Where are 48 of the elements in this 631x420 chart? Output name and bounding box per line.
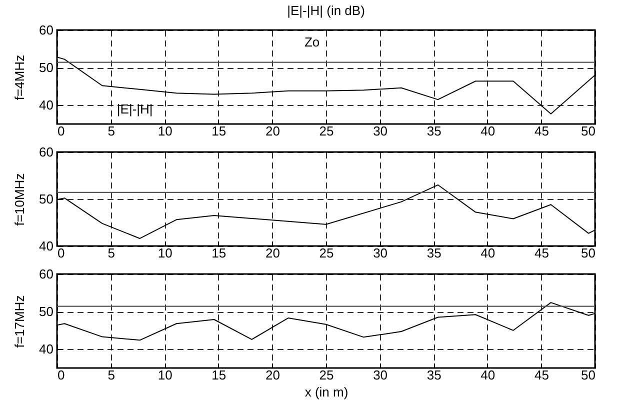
chart-title: |E|-|H| (in dB) (287, 3, 365, 18)
x-tick-label: 30 (373, 124, 388, 138)
x-tick-label: 25 (319, 124, 334, 138)
x-tick-label: 0 (58, 368, 65, 382)
y-axis-title: f=17MHz (12, 295, 28, 348)
y-axis-title: f=10MHz (12, 173, 28, 226)
x-tick-label: 40 (480, 246, 496, 260)
y-tick-label: 40 (39, 342, 54, 357)
x-tick-label: 10 (158, 124, 172, 138)
x-tick-label: 10 (158, 246, 172, 260)
x-tick-label: 45 (534, 246, 549, 260)
x-tick-label: 5 (108, 124, 115, 138)
x-tick-label: 30 (373, 246, 388, 260)
x-tick-label: 20 (265, 368, 280, 382)
x-tick-label: 50 (581, 246, 596, 260)
y-tick-label: 40 (39, 98, 54, 113)
x-tick-label: 50 (581, 368, 596, 382)
x-tick-label: 15 (212, 124, 226, 138)
x-tick-label: 20 (265, 246, 280, 260)
x-tick-label: 45 (534, 124, 549, 138)
x-tick-label: 0 (58, 246, 65, 260)
x-tick-label: 5 (108, 246, 115, 260)
x-tick-label: 25 (319, 368, 334, 382)
x-tick-label: 35 (426, 246, 442, 260)
x-tick-label: 40 (480, 124, 496, 138)
x-tick-label: 5 (108, 368, 115, 382)
y-tick-label: 50 (39, 60, 54, 76)
x-tick-label: 45 (534, 368, 549, 382)
y-tick-label: 50 (39, 192, 54, 206)
y-tick-label: 60 (39, 22, 54, 38)
x-tick-label: 20 (265, 124, 280, 138)
x-tick-label: 50 (581, 124, 596, 138)
x-axis-title: x (in m) (304, 384, 348, 400)
x-tick-label: 35 (426, 368, 442, 382)
x-tick-label: 10 (158, 368, 172, 382)
x-tick-label: 30 (373, 368, 388, 382)
x-tick-label: 0 (58, 124, 65, 138)
x-tick-label: 25 (319, 246, 334, 260)
y-tick-label: 60 (39, 266, 54, 282)
y-tick-label: 60 (39, 144, 54, 160)
x-tick-label: 35 (426, 124, 442, 138)
x-tick-label: 15 (212, 368, 226, 382)
x-tick-label: 40 (480, 368, 496, 382)
annotation: |E|-|H| (116, 101, 153, 116)
x-tick-label: 15 (212, 246, 226, 260)
y-tick-label: 50 (39, 304, 54, 320)
y-axis-title: f=4MHz (12, 54, 28, 100)
ref-line-label: Zo (304, 34, 320, 50)
